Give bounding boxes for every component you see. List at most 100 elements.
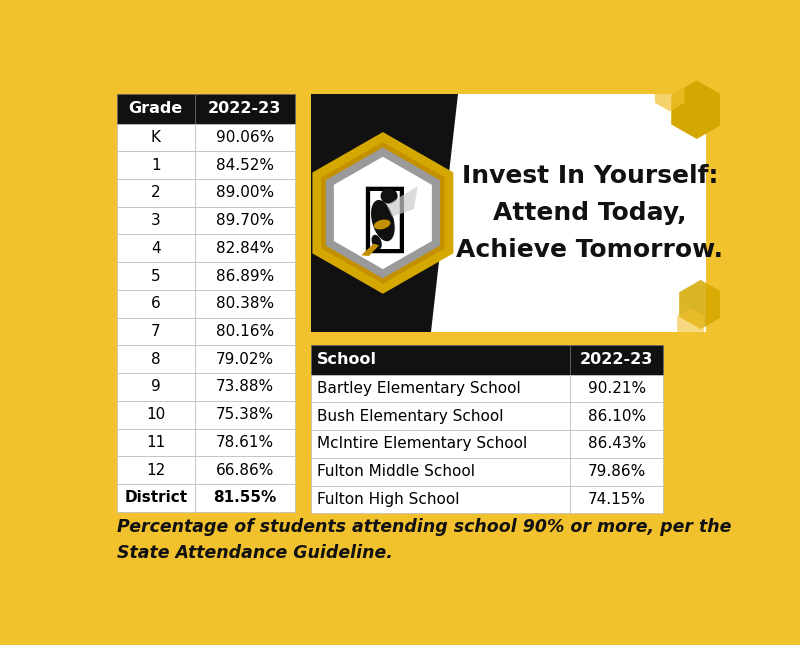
Bar: [117, 484, 194, 511]
Bar: [310, 430, 570, 458]
Text: 89.00%: 89.00%: [216, 185, 274, 201]
Polygon shape: [386, 186, 418, 217]
Text: K: K: [151, 130, 161, 145]
Bar: [194, 207, 295, 235]
Bar: [117, 152, 194, 179]
Text: 86.89%: 86.89%: [216, 268, 274, 284]
Bar: [194, 263, 295, 290]
Polygon shape: [313, 132, 454, 293]
Text: McIntire Elementary School: McIntire Elementary School: [317, 437, 527, 451]
Ellipse shape: [371, 200, 394, 241]
Polygon shape: [334, 157, 432, 269]
Bar: [117, 124, 194, 152]
Bar: [117, 263, 194, 290]
Text: Grade: Grade: [129, 101, 183, 117]
Text: 11: 11: [146, 435, 166, 450]
Bar: [570, 345, 663, 375]
Bar: [570, 430, 663, 458]
Bar: [570, 486, 663, 513]
Text: 90.21%: 90.21%: [588, 381, 646, 396]
Polygon shape: [679, 280, 722, 329]
Text: 74.15%: 74.15%: [588, 492, 646, 507]
Bar: [194, 152, 295, 179]
Text: 2022-23: 2022-23: [580, 352, 654, 368]
Bar: [117, 179, 194, 207]
Bar: [310, 402, 570, 430]
Text: 79.02%: 79.02%: [216, 352, 274, 367]
Text: 7: 7: [151, 324, 161, 339]
Text: 1: 1: [151, 157, 161, 173]
Bar: [310, 486, 570, 513]
Bar: [194, 345, 295, 373]
Text: Fulton Middle School: Fulton Middle School: [317, 464, 475, 479]
Text: 89.70%: 89.70%: [216, 213, 274, 228]
Text: 4: 4: [151, 241, 161, 256]
Bar: [117, 317, 194, 345]
Bar: [194, 124, 295, 152]
Text: 🐝: 🐝: [362, 182, 407, 256]
Bar: [194, 94, 295, 124]
Bar: [194, 179, 295, 207]
Bar: [570, 375, 663, 402]
Text: 2022-23: 2022-23: [208, 101, 282, 117]
Bar: [310, 375, 570, 402]
Bar: [117, 345, 194, 373]
Bar: [117, 207, 194, 235]
Text: Fulton High School: Fulton High School: [317, 492, 459, 507]
Text: 86.10%: 86.10%: [588, 409, 646, 424]
Polygon shape: [431, 94, 706, 332]
Polygon shape: [326, 148, 440, 279]
Text: School: School: [317, 352, 377, 368]
Polygon shape: [671, 81, 722, 139]
Text: 2: 2: [151, 185, 161, 201]
Text: 10: 10: [146, 407, 166, 422]
Text: 86.43%: 86.43%: [588, 437, 646, 451]
Bar: [194, 484, 295, 511]
Text: 12: 12: [146, 462, 166, 477]
Polygon shape: [321, 142, 445, 284]
Text: 79.86%: 79.86%: [588, 464, 646, 479]
Bar: [117, 428, 194, 456]
Polygon shape: [361, 244, 379, 256]
Text: 81.55%: 81.55%: [214, 490, 277, 505]
Text: 82.84%: 82.84%: [216, 241, 274, 256]
Bar: [117, 235, 194, 263]
Bar: [194, 428, 295, 456]
Text: 84.52%: 84.52%: [216, 157, 274, 173]
Text: 80.16%: 80.16%: [216, 324, 274, 339]
Text: 90.06%: 90.06%: [216, 130, 274, 145]
Text: Bartley Elementary School: Bartley Elementary School: [317, 381, 521, 396]
Polygon shape: [655, 77, 684, 112]
Bar: [194, 401, 295, 428]
Bar: [117, 290, 194, 317]
Text: 66.86%: 66.86%: [216, 462, 274, 477]
Text: 9: 9: [151, 379, 161, 395]
Bar: [117, 456, 194, 484]
Polygon shape: [677, 308, 704, 339]
Bar: [194, 373, 295, 401]
Bar: [194, 456, 295, 484]
Text: Bush Elementary School: Bush Elementary School: [317, 409, 503, 424]
Text: 75.38%: 75.38%: [216, 407, 274, 422]
Text: 8: 8: [151, 352, 161, 367]
Text: Invest In Yourself:
Attend Today,
Achieve Tomorrow.: Invest In Yourself: Attend Today, Achiev…: [456, 164, 723, 263]
Bar: [310, 94, 706, 332]
Bar: [117, 373, 194, 401]
Text: 3: 3: [151, 213, 161, 228]
Text: 6: 6: [151, 296, 161, 312]
Text: 73.88%: 73.88%: [216, 379, 274, 395]
Text: District: District: [124, 490, 187, 505]
Text: Percentage of students attending school 90% or more, per the
State Attendance Gu: Percentage of students attending school …: [117, 518, 731, 562]
Bar: [570, 402, 663, 430]
Bar: [194, 235, 295, 263]
Bar: [570, 458, 663, 486]
Bar: [194, 317, 295, 345]
Ellipse shape: [381, 188, 398, 204]
Ellipse shape: [371, 235, 382, 250]
Ellipse shape: [374, 219, 390, 230]
Bar: [117, 401, 194, 428]
Bar: [310, 458, 570, 486]
Text: 80.38%: 80.38%: [216, 296, 274, 312]
Text: 5: 5: [151, 268, 161, 284]
Bar: [117, 94, 194, 124]
